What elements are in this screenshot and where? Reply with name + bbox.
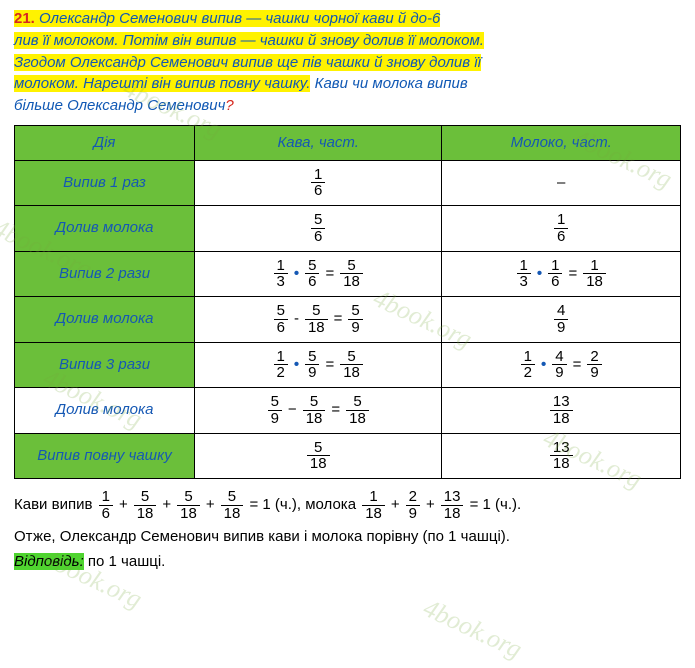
- problem-line4b: Кави чи молока випив: [310, 75, 467, 92]
- fraction: 13: [274, 258, 288, 291]
- table-row: Долив молока56-518=59 49: [15, 297, 681, 343]
- table-row: Випив 2 рази13•56=51813•16=118: [15, 251, 681, 297]
- fraction: 518: [305, 303, 328, 336]
- summary-block: Кави випив 16+518+518+518 = 1 (ч.), моло…: [14, 489, 681, 573]
- fraction: 518: [303, 394, 326, 427]
- fraction: 49: [552, 349, 566, 382]
- fraction: 518: [340, 349, 363, 382]
- fraction: 518: [177, 489, 200, 522]
- milk-cell: 16: [442, 206, 681, 252]
- fraction: 16: [554, 212, 568, 245]
- action-cell: Долив молока: [15, 206, 195, 252]
- action-cell: Випив 1 раз: [15, 160, 195, 206]
- coffee-cell: 16: [195, 160, 442, 206]
- fraction: 12: [274, 349, 288, 382]
- action-cell: Долив молока: [15, 388, 195, 434]
- fraction: 16: [548, 258, 562, 291]
- table-row: Випив повну чашку 518 1318: [15, 433, 681, 479]
- fraction: 1318: [550, 440, 573, 473]
- milk-cell: 1318: [442, 388, 681, 434]
- fraction: 1318: [441, 489, 464, 522]
- fraction: 1318: [550, 394, 573, 427]
- fraction: 13: [517, 258, 531, 291]
- fraction: 29: [406, 489, 420, 522]
- table-row: Долив молока59−518=518 1318: [15, 388, 681, 434]
- problem-text: 21. Олександр Семенович випив — чашки чо…: [14, 8, 681, 117]
- fraction: 56: [274, 303, 288, 336]
- coffee-cell: 12•59=518: [195, 342, 442, 388]
- problem-line3: Згодом Олександр Семенович випив ще пів …: [14, 54, 481, 71]
- action-cell: Випив 3 рази: [15, 342, 195, 388]
- fraction: 518: [221, 489, 244, 522]
- fraction: 16: [311, 167, 325, 200]
- action-cell: Долив молока: [15, 297, 195, 343]
- fraction: 518: [134, 489, 157, 522]
- table-row: Випив 3 рази12•59=51812•49=29: [15, 342, 681, 388]
- milk-cell: 12•49=29: [442, 342, 681, 388]
- coffee-cell: 13•56=518: [195, 251, 442, 297]
- fraction: 518: [340, 258, 363, 291]
- milk-cell: 13•16=118: [442, 251, 681, 297]
- fraction: 16: [99, 489, 113, 522]
- coffee-cell: 56-518=59: [195, 297, 442, 343]
- col-action: Дія: [15, 125, 195, 160]
- milk-cell: 1318: [442, 433, 681, 479]
- fraction: 29: [587, 349, 601, 382]
- answer-label: Відповідь:: [14, 553, 84, 570]
- problem-line2: лив її молоком. Потім він випив — чашки …: [14, 32, 484, 49]
- coffee-cell: 59−518=518: [195, 388, 442, 434]
- action-cell: Випив 2 рази: [15, 251, 195, 297]
- fraction: 49: [554, 303, 568, 336]
- fraction: 59: [348, 303, 362, 336]
- coffee-cell: 518: [195, 433, 442, 479]
- problem-line1: Олександр Семенович випив — чашки чорної…: [39, 10, 440, 27]
- fraction: 56: [305, 258, 319, 291]
- question-mark: ?: [225, 97, 233, 114]
- table-row: Випив 1 раз 16 –: [15, 160, 681, 206]
- col-milk: Молоко, част.: [442, 125, 681, 160]
- coffee-cell: 56: [195, 206, 442, 252]
- col-coffee: Кава, част.: [195, 125, 442, 160]
- fraction: 118: [583, 258, 606, 291]
- answer-text: по 1 чашці.: [84, 553, 166, 570]
- fraction: 518: [346, 394, 369, 427]
- fraction: 118: [362, 489, 385, 522]
- problem-line5: більше Олександр Семенович: [14, 97, 225, 114]
- conclusion: Отже, Олександр Семенович випив кави і м…: [14, 526, 681, 548]
- milk-cell: 49: [442, 297, 681, 343]
- milk-cell: –: [442, 160, 681, 206]
- fraction: 518: [307, 440, 330, 473]
- solution-table: Дія Кава, част. Молоко, част. Випив 1 ра…: [14, 125, 681, 479]
- fraction: 12: [521, 349, 535, 382]
- action-cell: Випив повну чашку: [15, 433, 195, 479]
- fraction: 59: [268, 394, 282, 427]
- watermark: 4book.org: [417, 590, 528, 668]
- fraction: 59: [305, 349, 319, 382]
- summary-line: Кави випив 16+518+518+518 = 1 (ч.), моло…: [14, 489, 681, 522]
- problem-line4a: молоком. Нарешті він випив повну чашку.: [14, 75, 310, 92]
- table-row: Долив молока 56 16: [15, 206, 681, 252]
- problem-number: 21.: [14, 10, 35, 27]
- fraction: 56: [311, 212, 325, 245]
- table-header-row: Дія Кава, част. Молоко, част.: [15, 125, 681, 160]
